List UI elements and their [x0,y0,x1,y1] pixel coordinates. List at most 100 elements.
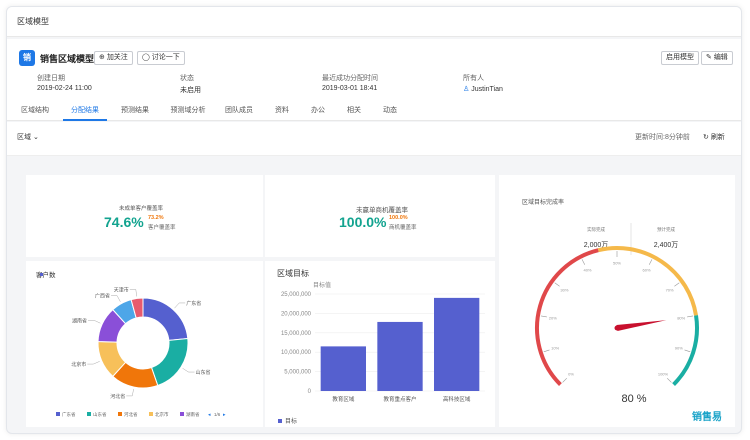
gauge-right-value: 2,400万 [654,241,679,249]
pie-legend-label-2: 河北省 [124,411,138,418]
gauge-needle [616,320,667,331]
app-window: 区域模型 销 销售区域模型 ⊕ 加关注 ◯ 讨论一下 启用模型 ✎ 编辑 创建日… [6,6,742,434]
kpi2-sub-value: 100.0% [389,215,408,221]
gauge-right-label: 预计完成 [657,226,675,233]
edit-icon: ✎ [706,54,714,61]
chevron-left-icon: ◂ [208,412,211,418]
pie-label-5: 广西省 [95,293,110,300]
pie-label-line-0 [174,302,186,309]
pie-legend-label-1: 山东省 [93,411,107,418]
gauge-tick-4 [581,259,586,265]
tab-assignment-result[interactable]: 分配结果 [63,101,107,121]
gauge-tick-9 [684,349,691,353]
gauge-tick-8 [687,315,694,318]
refresh-button[interactable]: ↻ 刷新 [703,132,725,142]
tab-forecast-analysis[interactable]: 预测域分析 [170,107,206,114]
follow-button[interactable]: ⊕ 加关注 [94,51,133,65]
bar-ytick-0: 25,000,000 [281,292,312,298]
updated-time: 更新时间:8分钟前 [635,134,690,141]
bar-ytick-4: 5,000,000 [284,370,311,376]
pie-title: 客户数 [36,270,56,279]
last-assign-value: 2019-03-01 18:41 [322,85,378,92]
tab-bar: 区域结构 分配结果 预测结果 预测域分析 团队成员 资料 办公 相关 动态 [7,101,741,121]
user-icon: ♙ [463,86,472,93]
bar-2 [434,297,480,391]
status-label: 状态 [180,75,194,82]
pie-label-line-4 [88,320,101,324]
gauge-tick-label-1: 10% [551,346,559,351]
discuss-label: 讨论一下 [151,54,180,61]
bar-0 [320,346,366,391]
opportunity-coverage-card: 未赢单商机覆盖率 100.0% 100.0% 商机覆盖率 [265,175,495,257]
discuss-button[interactable]: ◯ 讨论一下 [137,51,185,65]
gauge-tick-label-9: 90% [675,346,683,351]
owner-value[interactable]: ♙ JustinTian [463,85,503,93]
tab-materials[interactable]: 资料 [275,107,289,114]
bar-ytick-1: 20,000,000 [281,311,312,317]
bar-xtick-1: 教育重点客户 [383,395,416,403]
pie-label-6: 天津市 [114,286,129,293]
pie-label-line-6 [129,289,137,297]
customer-count-card: 客户数 广东省 山东省 河北省 北京市 湖南省 广西省 天津市 广东省 山东省 河北省 北京市 湖南省… [26,261,263,427]
model-logo-icon: 销 [19,50,35,66]
pie-label-line-5 [111,295,121,302]
bar-legend-swatch [278,419,282,423]
pie-label-1: 山东省 [196,369,211,376]
edit-label: 编辑 [713,54,728,61]
tab-team-members[interactable]: 团队成员 [225,107,253,114]
pie-legend-swatch-3 [149,412,153,416]
pie-legend-label-0: 广东省 [62,411,76,418]
pie-label-0: 广东省 [186,300,201,307]
gauge-tick-1 [543,349,550,353]
tab-office[interactable]: 办公 [311,107,325,114]
tab-forecast-result[interactable]: 预测结果 [121,107,149,114]
tab-activity[interactable]: 动态 [383,107,397,114]
enable-model-button[interactable]: 启用模型 [661,51,699,65]
gauge-tick-10 [666,377,672,383]
kpi1-sub-label: 客户覆盖率 [148,225,176,231]
region-filter-dropdown[interactable]: 区域 ⌄ [17,132,39,142]
bar-1 [377,321,423,391]
bar-xtick-2: 高科技区域 [443,395,471,403]
gauge-tick-6 [648,259,653,265]
kpi2-value: 100.0% [339,214,387,230]
gauge-tick-0 [562,377,568,383]
bar-title: 区域目标 [277,268,309,278]
bar-ytick-5: 0 [308,389,312,395]
pie-legend-swatch-2 [118,412,122,416]
gauge-tick-label-8: 80% [677,315,685,320]
tab-region-structure[interactable]: 区域结构 [21,107,49,114]
owner-label: 所有人 [463,75,484,82]
gauge-tick-label-2: 20% [549,315,557,320]
follow-icon: ⊕ [99,54,107,61]
gauge-title: 区域目标完成率 [522,198,564,206]
kpi1-sub-value: 73.2% [148,215,164,221]
chevron-down-icon: ⌄ [32,134,39,141]
pie-legend-label-3: 北京市 [155,411,169,418]
pie-legend-pager: 1/6 [214,412,221,417]
pie-label-4: 湖南省 [72,317,87,324]
pie-slice-6 [130,297,144,319]
bar-ytick-2: 15,000,000 [281,331,312,337]
pie-label-3: 北京市 [71,361,86,368]
tab-related[interactable]: 相关 [347,107,361,114]
record-header: 销 销售区域模型 ⊕ 加关注 ◯ 讨论一下 启用模型 ✎ 编辑 创建日期 201… [7,39,741,101]
gauge-tick-label-6: 60% [643,268,651,273]
gauge-tick-2 [540,315,547,318]
gauge-arc-yellow [597,246,698,316]
refresh-label: 刷新 [710,134,725,141]
target-completion-card: 区域目标完成率 实际完成 2,000万 预计完成 2,400万 0% 10% 20%… [499,175,735,427]
page-title: 区域模型 [7,7,741,37]
brand-logo: 销售易 [692,410,722,423]
result-toolbar: 区域 ⌄ 更新时间:8分钟前 ↻ 刷新 [7,122,741,156]
customer-coverage-card: 未成单客户覆盖率 74.6% 73.2% 客户覆盖率 [26,175,263,257]
enable-label: 启用模型 [666,54,694,61]
gauge-tick-label-0: 0% [568,371,574,376]
bar-legend-label: 目标 [285,417,297,425]
gauge-tick-label-7: 70% [666,287,674,292]
gauge-arc-red [535,248,599,386]
edit-button[interactable]: ✎ 编辑 [701,51,733,65]
created-date-value: 2019-02-24 11:00 [37,85,92,92]
pie-legend-swatch-4 [180,412,184,416]
gauge-tick-3 [554,282,560,287]
